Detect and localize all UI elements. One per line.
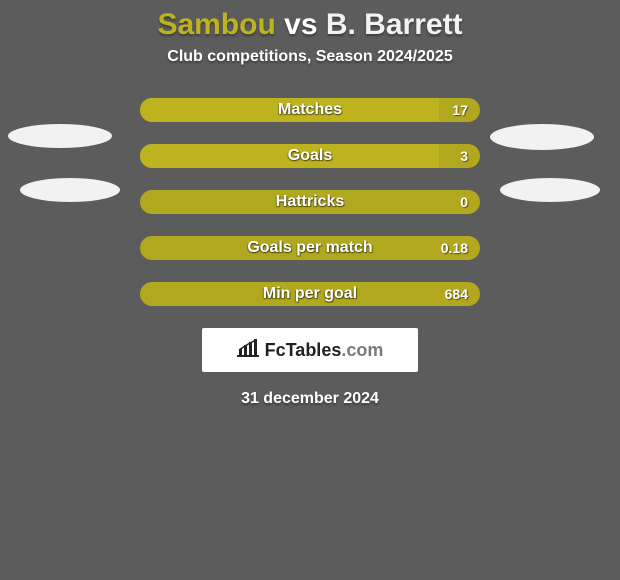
logo-text-main: FcTables [265, 340, 342, 361]
decoration-ellipse-right [490, 124, 594, 150]
stat-label: Hattricks [276, 193, 344, 211]
source-logo: FcTables.com [202, 328, 418, 372]
stat-row: Hattricks 0 [140, 190, 480, 214]
logo-text-suffix: .com [341, 340, 383, 361]
stat-value-right: 3 [460, 148, 468, 164]
stat-value-right: 0.18 [441, 240, 468, 256]
decoration-ellipse-left [8, 124, 112, 148]
logo-text: FcTables.com [265, 340, 384, 361]
stat-value-right: 684 [445, 286, 468, 302]
bar-chart-icon [237, 339, 259, 362]
player-right-name: B. Barrett [326, 8, 463, 41]
stat-row: Goals per match 0.18 [140, 236, 480, 260]
decoration-ellipse-right [500, 178, 600, 202]
player-left-name: Sambou [157, 8, 275, 41]
stat-label: Min per goal [263, 285, 357, 303]
stat-value-right: 0 [460, 194, 468, 210]
vs-separator: vs [276, 8, 326, 41]
date-label: 31 december 2024 [0, 390, 620, 408]
page-title: Sambou vs B. Barrett [0, 0, 620, 42]
stat-value-right: 17 [452, 102, 468, 118]
stat-row: Matches 17 [140, 98, 480, 122]
stat-label: Goals [288, 147, 332, 165]
stat-label: Goals per match [247, 239, 372, 257]
subtitle: Club competitions, Season 2024/2025 [0, 48, 620, 66]
stat-label: Matches [278, 101, 342, 119]
stat-row: Min per goal 684 [140, 282, 480, 306]
comparison-card: Sambou vs B. Barrett Club competitions, … [0, 0, 620, 580]
stat-row: Goals 3 [140, 144, 480, 168]
decoration-ellipse-left [20, 178, 120, 202]
